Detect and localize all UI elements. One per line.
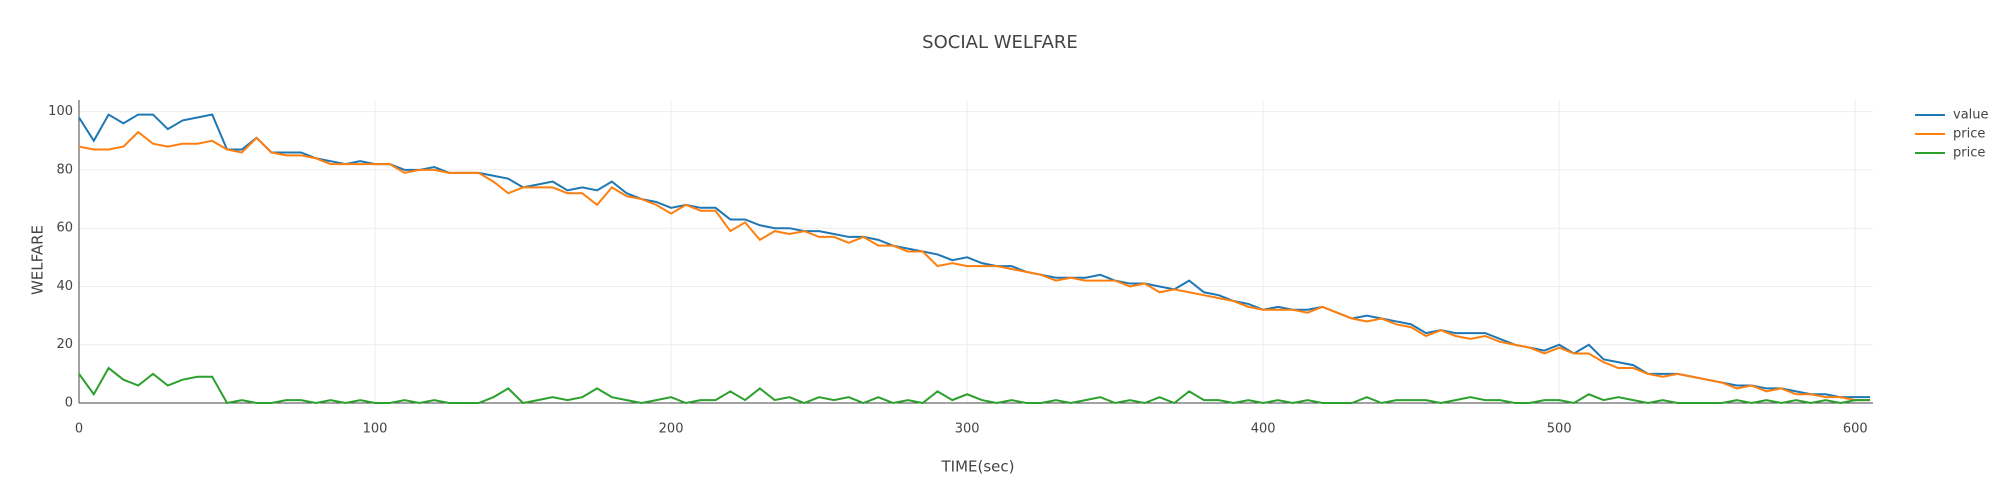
x-tick-label: 500 (1547, 422, 1572, 437)
legend-label: price (1953, 146, 1985, 161)
chart-title: SOCIAL WELFARE (922, 32, 1078, 53)
line-series (78, 130, 1871, 402)
y-tick-label: 0 (65, 396, 73, 411)
x-tick-label: 200 (659, 422, 684, 437)
y-tick-label: 20 (56, 337, 73, 352)
legend-label: price (1953, 127, 1985, 142)
legend-label: value (1953, 108, 1989, 123)
y-tick-label: 100 (48, 104, 73, 119)
y-tick-label: 60 (56, 221, 73, 236)
x-tick-label: 600 (1843, 422, 1868, 437)
y-tick-label: 80 (56, 162, 73, 177)
line-series (78, 366, 1871, 405)
line-series (78, 113, 1871, 399)
y-axis-label: WELFARE (29, 225, 47, 295)
x-tick-label: 400 (1251, 422, 1276, 437)
x-tick-label: 0 (75, 422, 83, 437)
x-tick-label: 300 (955, 422, 980, 437)
y-tick-label: 40 (56, 279, 73, 294)
x-axis-label: TIME(sec) (940, 458, 1014, 476)
x-tick-label: 100 (363, 422, 388, 437)
